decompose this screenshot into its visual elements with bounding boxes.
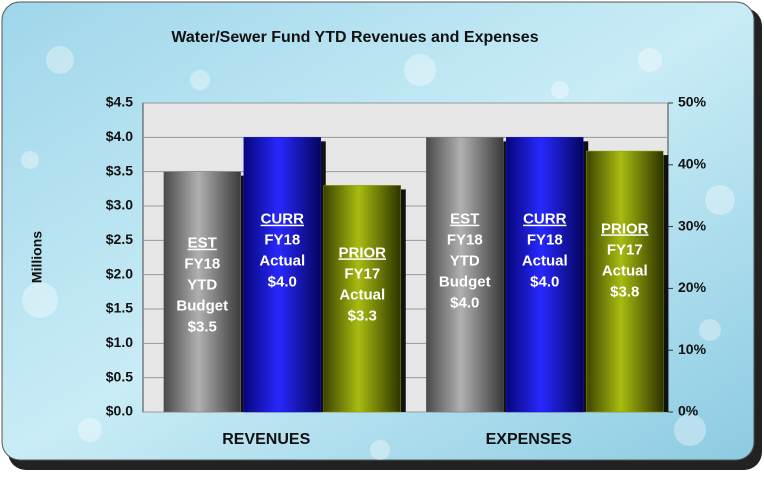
y-tick-label: $0.0 bbox=[106, 403, 133, 419]
data-label: $3.5 bbox=[188, 319, 217, 336]
series-detail: FY17 bbox=[607, 241, 643, 258]
y-tick-label: $2.5 bbox=[106, 231, 133, 247]
series-name: PRIOR bbox=[601, 220, 649, 237]
bar bbox=[163, 171, 241, 413]
data-label: $4.0 bbox=[268, 274, 297, 291]
series-detail: Actual bbox=[339, 286, 385, 303]
y-tick-label: $1.0 bbox=[106, 334, 133, 350]
series-detail: FY17 bbox=[344, 265, 380, 282]
series-detail: FY18 bbox=[527, 232, 563, 249]
y-tick-label: $1.5 bbox=[106, 300, 133, 316]
series-detail: Actual bbox=[602, 262, 648, 279]
series-name: PRIOR bbox=[338, 244, 386, 261]
bar bbox=[426, 137, 504, 413]
data-label: $4.0 bbox=[530, 274, 559, 291]
series-name: EST bbox=[188, 235, 217, 252]
series-detail: YTD bbox=[450, 253, 480, 270]
bar bbox=[323, 185, 401, 413]
y-tick-label: $4.0 bbox=[106, 128, 133, 144]
y-axis-label: Millions bbox=[29, 231, 45, 283]
series-detail: FY18 bbox=[184, 256, 220, 273]
x-tick-label: EXPENSES bbox=[486, 431, 573, 448]
data-label: $3.3 bbox=[348, 307, 377, 324]
y2-tick-label: 30% bbox=[678, 217, 707, 233]
y2-tick-label: 50% bbox=[678, 94, 707, 110]
y2-tick-label: 40% bbox=[678, 156, 707, 172]
series-detail: Budget bbox=[439, 274, 491, 291]
series-detail: Actual bbox=[259, 253, 305, 270]
y2-tick-label: 10% bbox=[678, 341, 707, 357]
y2-tick-label: 0% bbox=[678, 403, 699, 419]
y-tick-label: $3.0 bbox=[106, 197, 133, 213]
chart-title: Water/Sewer Fund YTD Revenues and Expens… bbox=[171, 29, 538, 46]
series-detail: Budget bbox=[176, 298, 228, 315]
y-tick-label: $3.5 bbox=[106, 162, 133, 178]
series-detail: FY18 bbox=[264, 232, 300, 249]
y-tick-label: $2.0 bbox=[106, 265, 133, 281]
bar bbox=[243, 137, 321, 413]
data-label: $3.8 bbox=[610, 283, 639, 300]
series-detail: FY18 bbox=[447, 232, 483, 249]
x-tick-label: REVENUES bbox=[222, 431, 310, 448]
data-label: $4.0 bbox=[450, 295, 479, 312]
y2-tick-label: 20% bbox=[678, 279, 707, 295]
series-name: CURR bbox=[261, 211, 304, 228]
series-name: EST bbox=[450, 211, 479, 228]
bar bbox=[506, 137, 584, 413]
series-detail: Actual bbox=[522, 253, 568, 270]
series-detail: YTD bbox=[187, 277, 217, 294]
droplets bbox=[21, 46, 735, 460]
y-tick-label: $4.5 bbox=[106, 94, 133, 110]
bar bbox=[586, 150, 664, 413]
y-tick-label: $0.5 bbox=[106, 368, 133, 384]
series-name: CURR bbox=[523, 211, 566, 228]
